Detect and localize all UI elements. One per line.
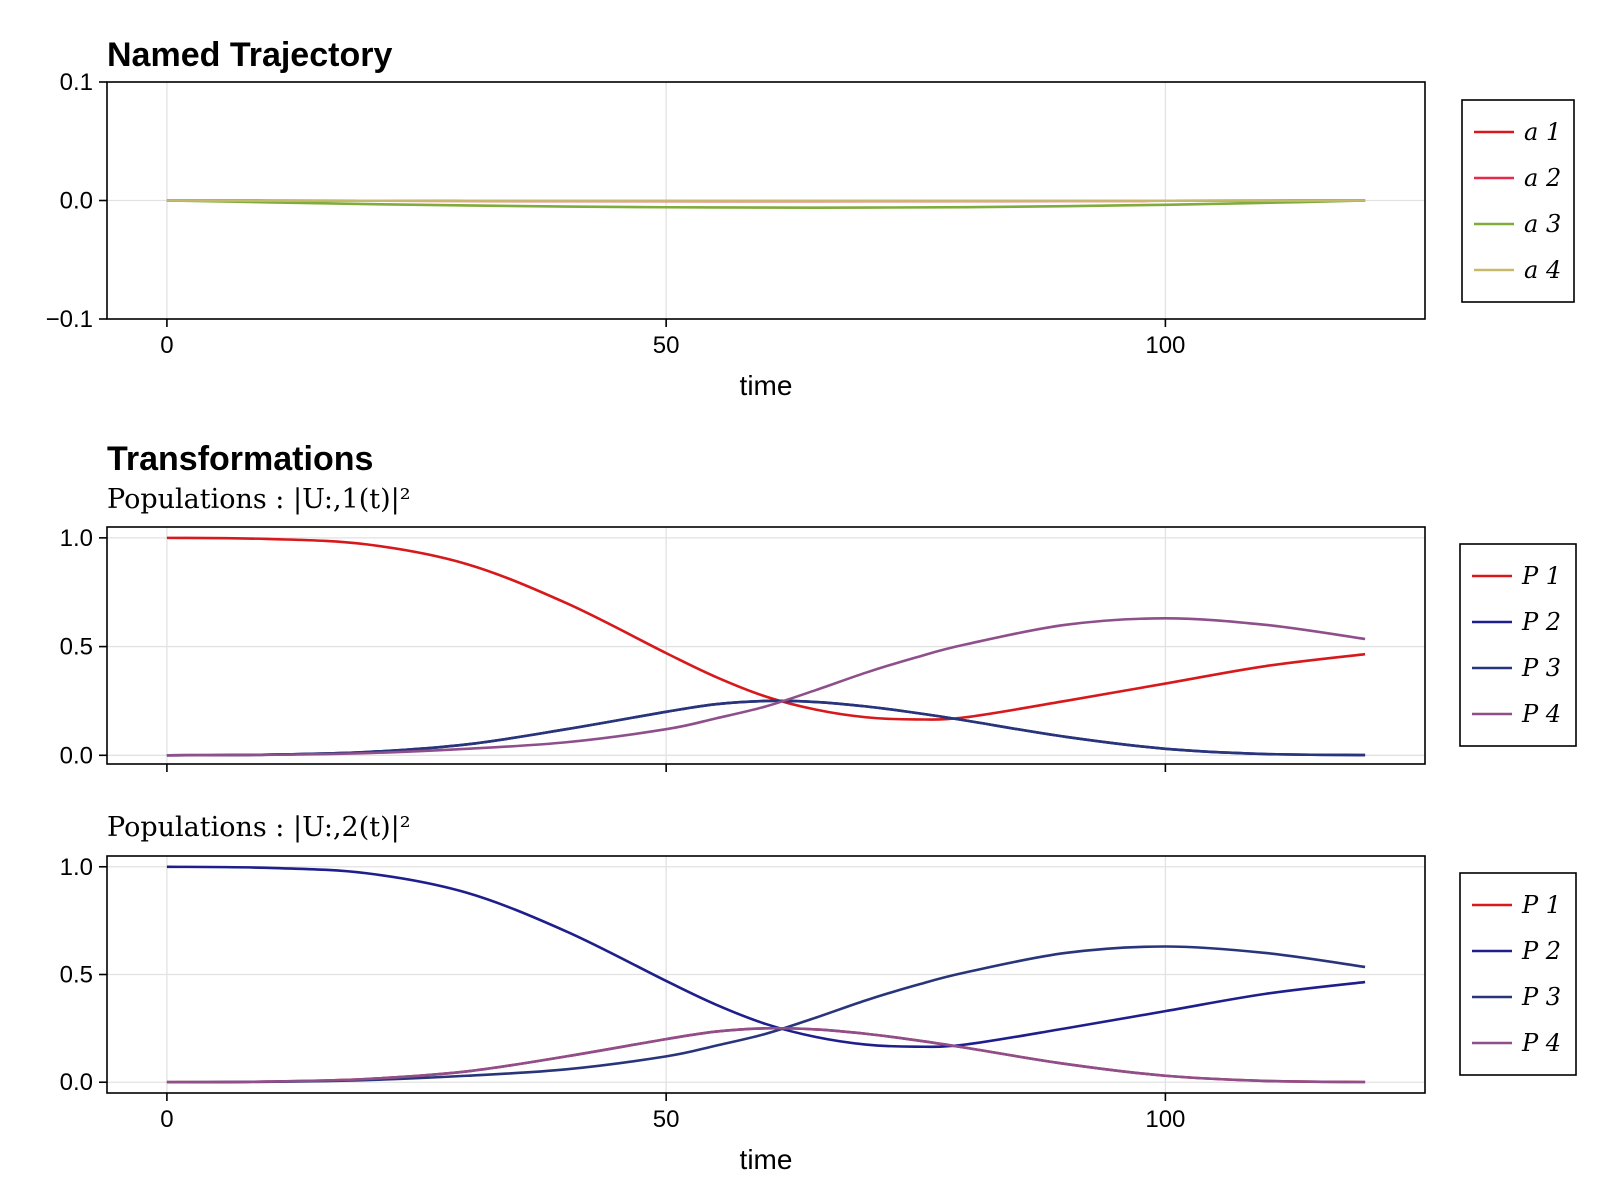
series-group — [166, 199, 1366, 209]
chart-subtitle: Populations : |U:,2(t)|² — [107, 812, 411, 843]
y-tick-label: −0.1 — [46, 306, 93, 333]
series-group — [166, 865, 1366, 1084]
legend-label: P 1 — [1521, 562, 1561, 590]
legend-label: a 1 — [1524, 118, 1561, 146]
x-tick-label: 50 — [653, 332, 680, 359]
legend-label: a 3 — [1524, 210, 1561, 238]
legend-label: P 4 — [1521, 700, 1561, 728]
chart-title: Named Trajectory — [107, 36, 392, 74]
x-tick-label: 0 — [160, 1106, 173, 1133]
y-tick-label: 0.0 — [60, 1069, 93, 1096]
y-tick-label: 0.5 — [60, 634, 93, 661]
legend-label: P 3 — [1521, 983, 1561, 1011]
series-line-p-3 — [166, 699, 1366, 757]
legend: a 1 a 2 a 3 a 4 — [1461, 99, 1575, 303]
x-axis-label: time — [740, 1144, 793, 1175]
chart-subtitle: Populations : |U:,1(t)|² — [107, 484, 411, 515]
legend-box — [1459, 543, 1577, 747]
legend-label: P 3 — [1521, 654, 1561, 682]
legend-box — [1461, 99, 1575, 303]
axes-frame — [106, 526, 1426, 765]
legend: P 1 P 2 P 3 P 4 — [1459, 543, 1577, 747]
legend-label: P 1 — [1521, 891, 1561, 919]
legend-box — [1459, 872, 1577, 1076]
panel-transformations-u2: Populations : |U:,2(t)|² 0 50 100 0.0 0.5 1.0 t… — [60, 812, 1577, 1175]
legend-label: a 4 — [1524, 256, 1561, 284]
series-line-p-2 — [166, 699, 1366, 757]
legend: P 1 P 2 P 3 P 4 — [1459, 872, 1577, 1076]
series-line-a-3 — [166, 199, 1366, 209]
series-line-p-3 — [166, 945, 1366, 1084]
x-tick-label: 0 — [160, 332, 173, 359]
x-tick-label: 50 — [653, 1106, 680, 1133]
x-tick-label: 100 — [1145, 1106, 1185, 1133]
y-tick-label: 0.0 — [60, 188, 93, 215]
series-group — [166, 536, 1366, 757]
legend-label: P 4 — [1521, 1029, 1561, 1057]
legend-label: P 2 — [1521, 937, 1561, 965]
y-tick-label: 1.0 — [60, 854, 93, 881]
panel-transformations-u1: Transformations Populations : |U:,1(t)|² 0… — [60, 440, 1577, 772]
series-line-p-4 — [166, 1026, 1366, 1084]
legend-label: a 2 — [1524, 164, 1561, 192]
y-tick-label: 0.0 — [60, 742, 93, 769]
y-tick-label: 1.0 — [60, 525, 93, 552]
series-line-p-1 — [166, 536, 1366, 721]
grid-lines — [107, 527, 1425, 764]
series-line-p-1 — [166, 1026, 1366, 1084]
chart-title: Transformations — [107, 440, 373, 478]
series-line-p-4 — [166, 617, 1366, 757]
x-tick-label: 100 — [1145, 332, 1185, 359]
legend-label: P 2 — [1521, 608, 1561, 636]
y-tick-label: 0.1 — [60, 69, 93, 96]
y-tick-label: 0.5 — [60, 962, 93, 989]
series-line-p-2 — [166, 865, 1366, 1049]
grid-lines — [107, 856, 1425, 1093]
x-axis-label: time — [740, 370, 793, 401]
